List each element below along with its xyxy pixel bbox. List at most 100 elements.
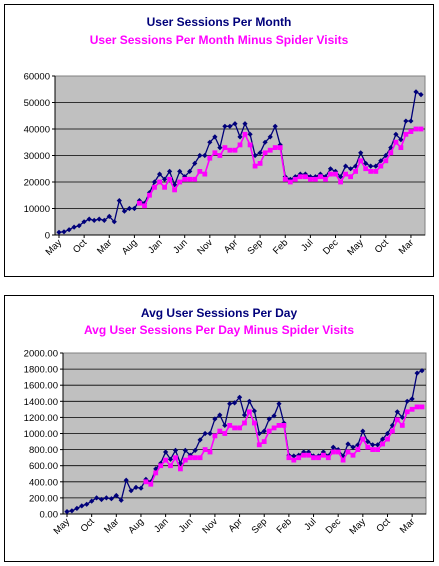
y-tick-label: 60000 — [24, 72, 50, 83]
data-point — [312, 174, 318, 180]
data-point — [153, 470, 159, 476]
data-point — [91, 217, 97, 223]
data-point — [276, 423, 282, 428]
data-point — [276, 401, 282, 407]
data-point — [71, 224, 77, 230]
data-point — [192, 160, 198, 166]
data-point — [101, 217, 107, 223]
data-point — [222, 123, 228, 129]
data-point — [232, 425, 237, 431]
data-point — [137, 200, 142, 206]
data-point — [419, 368, 425, 374]
data-point — [227, 147, 233, 153]
data-point — [69, 508, 75, 514]
y-tick-label: 0 — [45, 231, 50, 242]
data-point — [111, 219, 117, 225]
data-point — [138, 485, 144, 491]
data-point — [267, 134, 273, 140]
data-point — [333, 171, 338, 177]
data-point — [384, 430, 391, 437]
data-point — [261, 439, 267, 444]
data-point — [163, 449, 169, 455]
data-point — [318, 174, 323, 180]
data-point — [182, 176, 188, 182]
data-point — [340, 453, 346, 459]
data-point — [323, 176, 328, 182]
x-tick-label: Aug — [120, 237, 140, 257]
data-point — [317, 171, 323, 177]
y-tick-label: 1200.00 — [24, 413, 58, 424]
data-point — [370, 442, 376, 448]
data-point — [291, 457, 297, 463]
data-point — [222, 145, 228, 150]
data-point — [287, 176, 293, 182]
data-point — [345, 449, 351, 455]
data-point — [232, 147, 238, 153]
y-tick-label: 50000 — [24, 98, 50, 109]
data-point — [251, 408, 257, 414]
chart-subtitle: User Sessions Per Month Minus Spider Vis… — [90, 33, 349, 47]
data-point — [158, 463, 164, 469]
data-point — [237, 425, 242, 431]
data-point — [350, 452, 356, 458]
data-point — [403, 118, 409, 124]
data-point — [296, 455, 302, 461]
data-point — [192, 455, 198, 461]
y-tick-label: 2000.00 — [24, 349, 58, 360]
data-point — [197, 152, 203, 159]
data-point — [256, 442, 262, 448]
data-point — [212, 134, 218, 140]
data-point — [177, 179, 183, 185]
x-tick-label: Oct — [373, 237, 391, 255]
data-point — [66, 227, 72, 233]
x-tick-label: Nov — [200, 516, 220, 536]
data-point — [388, 145, 394, 151]
x-tick-label: Jul — [299, 237, 315, 253]
data-point — [327, 166, 334, 172]
data-point — [267, 147, 273, 153]
data-point — [373, 169, 379, 174]
data-point — [368, 163, 374, 169]
data-point — [227, 123, 233, 129]
data-point — [388, 150, 394, 156]
data-point — [143, 479, 149, 485]
data-point — [151, 179, 158, 185]
y-tick-label: 1400.00 — [24, 397, 58, 408]
data-point — [172, 187, 177, 193]
data-point — [177, 168, 183, 174]
data-point — [242, 131, 248, 137]
y-tick-label: 1600.00 — [24, 381, 58, 392]
data-point — [393, 139, 399, 145]
y-tick-label: 600.00 — [29, 461, 58, 472]
data-point — [301, 452, 307, 458]
data-point — [302, 171, 308, 177]
data-point — [242, 420, 247, 426]
data-point — [409, 406, 415, 412]
data-point — [207, 155, 213, 161]
data-point — [306, 452, 311, 458]
data-point — [340, 457, 346, 463]
data-point — [252, 163, 258, 169]
x-tick-label: Dec — [324, 516, 344, 536]
data-point — [192, 176, 198, 182]
data-point — [207, 139, 213, 145]
data-point — [338, 174, 344, 180]
data-point — [414, 404, 420, 410]
chart-subtitle: Avg User Sessions Per Day Minus Spider V… — [84, 323, 354, 337]
data-point — [167, 456, 174, 462]
data-point — [325, 455, 331, 461]
data-point — [257, 150, 263, 156]
data-point — [375, 447, 380, 452]
data-point — [320, 449, 326, 455]
data-point — [168, 463, 173, 469]
data-point — [266, 428, 272, 434]
data-point — [343, 171, 348, 177]
data-point — [291, 453, 297, 459]
data-point — [241, 412, 248, 418]
data-point — [353, 169, 358, 174]
x-tick-label: Mar — [397, 237, 416, 256]
data-point — [247, 131, 253, 137]
data-point — [128, 488, 134, 494]
y-tick-label: 400.00 — [29, 477, 58, 488]
data-point — [380, 441, 385, 447]
